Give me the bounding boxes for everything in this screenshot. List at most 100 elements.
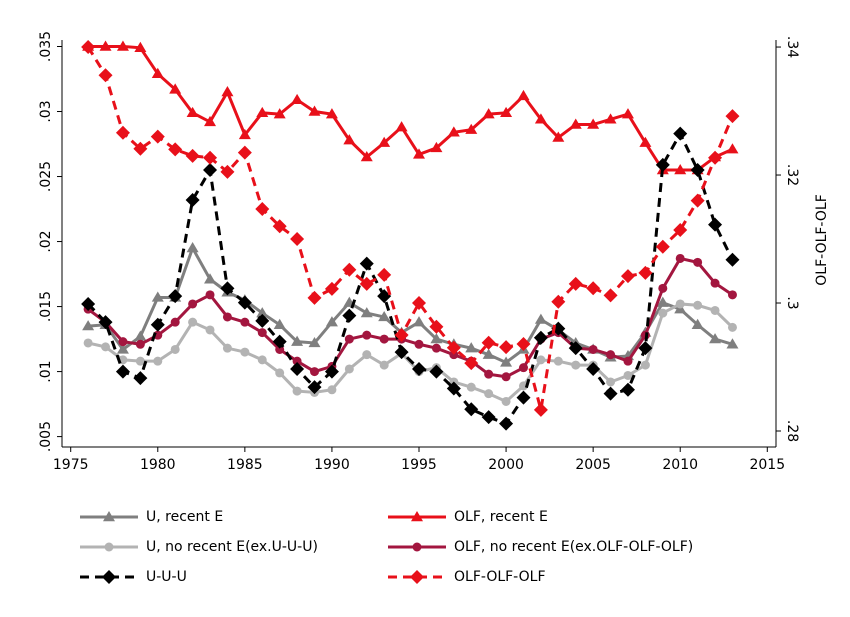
data-point xyxy=(170,317,180,327)
data-point xyxy=(568,276,583,291)
data-point xyxy=(412,296,426,311)
data-point xyxy=(693,257,703,267)
data-point xyxy=(518,381,528,391)
data-point xyxy=(98,68,113,83)
legend-label: U-U-U xyxy=(146,569,187,585)
data-point xyxy=(518,363,528,373)
data-point xyxy=(553,356,563,366)
data-point xyxy=(205,325,215,335)
data-point xyxy=(169,83,182,94)
data-point xyxy=(464,402,479,417)
data-point xyxy=(359,256,374,271)
data-point xyxy=(101,342,111,352)
data-point xyxy=(586,281,601,296)
data-point xyxy=(272,334,287,349)
data-point xyxy=(394,345,409,360)
data-point xyxy=(256,106,269,118)
data-point xyxy=(482,108,495,119)
data-point xyxy=(203,150,218,165)
data-point xyxy=(639,136,652,147)
data-point xyxy=(710,278,720,288)
data-point xyxy=(568,341,583,356)
x-tick-label: 1985 xyxy=(227,457,263,473)
data-point xyxy=(292,386,302,396)
data-point xyxy=(377,267,392,282)
data-point xyxy=(275,368,285,378)
data-point xyxy=(342,262,357,277)
data-point xyxy=(727,290,737,300)
legend-label: U, no recent E(ex.U-U-U) xyxy=(146,539,318,555)
data-point xyxy=(308,105,321,116)
data-point xyxy=(516,336,531,351)
data-point xyxy=(620,269,635,284)
data-point xyxy=(168,289,183,304)
data-point xyxy=(655,157,670,172)
y-tick-label: .015 xyxy=(38,291,54,322)
data-point xyxy=(623,370,633,380)
data-point xyxy=(272,219,287,234)
data-point xyxy=(222,343,232,353)
data-point xyxy=(344,334,354,344)
data-point xyxy=(378,136,391,147)
data-point xyxy=(151,67,164,79)
data-point xyxy=(569,118,582,129)
data-point xyxy=(188,317,198,327)
data-point xyxy=(586,361,601,376)
data-point xyxy=(237,295,252,310)
data-point xyxy=(379,360,389,370)
data-point xyxy=(465,342,478,353)
data-point xyxy=(501,396,511,406)
y-tick-label: .02 xyxy=(38,230,54,252)
data-point xyxy=(725,109,740,124)
data-point xyxy=(606,350,616,360)
data-point xyxy=(534,313,547,324)
x-tick-label: 1990 xyxy=(314,457,350,473)
data-point xyxy=(307,290,322,305)
data-point xyxy=(324,364,339,379)
data-point xyxy=(133,141,148,156)
data-point xyxy=(726,338,739,349)
data-point xyxy=(81,40,96,55)
data-point xyxy=(552,131,565,142)
data-point xyxy=(82,320,95,331)
data-point xyxy=(691,318,704,329)
data-point xyxy=(204,115,217,127)
data-point xyxy=(360,151,373,162)
data-point xyxy=(623,356,633,366)
data-point xyxy=(327,385,337,395)
data-point xyxy=(185,192,200,207)
data-point xyxy=(168,142,183,157)
data-point xyxy=(240,347,250,357)
data-point xyxy=(307,380,322,395)
data-point xyxy=(221,86,234,97)
data-point xyxy=(658,283,668,293)
y2-axis-title: OLF-OLF-OLF xyxy=(814,194,830,286)
data-point xyxy=(291,93,304,105)
legend-marker xyxy=(410,570,424,584)
data-point xyxy=(690,163,705,178)
data-point xyxy=(446,381,461,396)
data-point xyxy=(290,361,305,376)
data-point xyxy=(708,217,723,232)
data-point xyxy=(551,294,566,309)
data-point xyxy=(725,252,740,267)
x-tick-label: 2000 xyxy=(488,457,524,473)
data-point xyxy=(638,265,653,280)
data-point xyxy=(344,364,354,374)
data-point xyxy=(238,128,251,140)
data-point xyxy=(727,322,737,332)
data-point xyxy=(482,348,495,359)
data-point xyxy=(693,300,703,310)
legend-marker xyxy=(412,542,422,552)
data-point xyxy=(726,143,739,154)
data-point xyxy=(310,367,320,377)
data-point xyxy=(658,308,668,318)
data-point xyxy=(709,333,722,344)
data-point xyxy=(150,129,165,144)
y2-tick-label: .32 xyxy=(784,164,800,186)
y-tick-label: .025 xyxy=(38,161,54,192)
data-point xyxy=(500,106,513,118)
data-point xyxy=(292,356,302,366)
data-point xyxy=(240,317,250,327)
data-point xyxy=(534,113,547,124)
